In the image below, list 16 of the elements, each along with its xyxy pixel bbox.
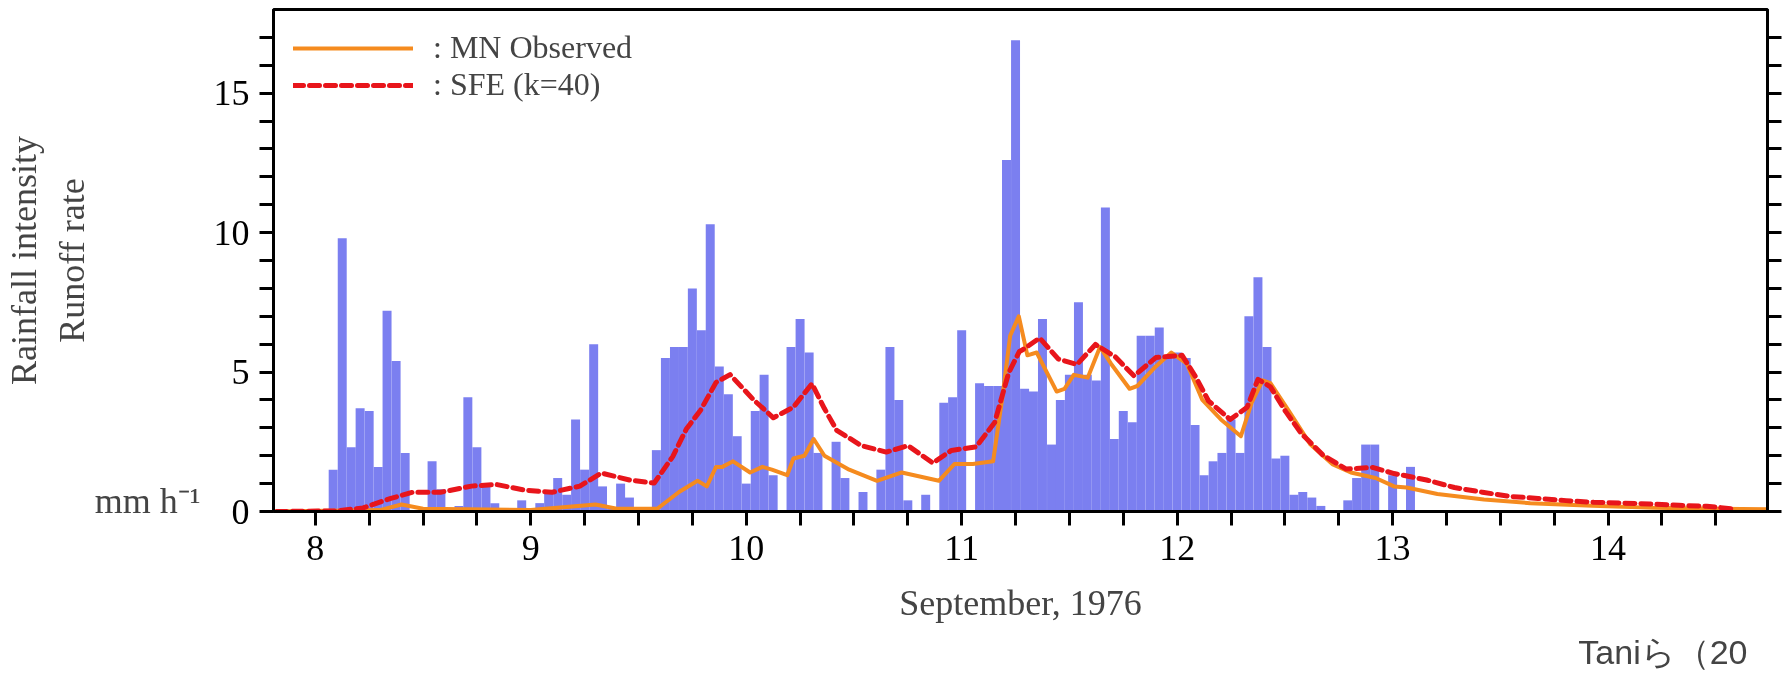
x-axis-title: September, 1976: [899, 582, 1142, 623]
x-tick-label: 8: [306, 527, 325, 568]
text: mm h⁻¹ Rainfall intensity Runoff rate: [3, 136, 201, 521]
x-tick-label: 10: [728, 527, 765, 568]
y-tick-label: 10: [213, 212, 250, 253]
legend-label: : SFE (k=40): [433, 66, 601, 103]
x-tick-label: 14: [1590, 527, 1627, 568]
legend-label: : MN Observed: [433, 29, 633, 66]
y-tick-label: 5: [231, 352, 250, 393]
y-tick-label: 15: [213, 73, 250, 114]
y-tick-label: 0: [231, 491, 250, 532]
x-tick-label: 9: [521, 527, 540, 568]
x-tick-label: 12: [1159, 527, 1196, 568]
x-tick-label: 13: [1374, 527, 1411, 568]
x-tick-label: 11: [944, 527, 980, 568]
text: Taniら（20: [1578, 632, 1748, 671]
